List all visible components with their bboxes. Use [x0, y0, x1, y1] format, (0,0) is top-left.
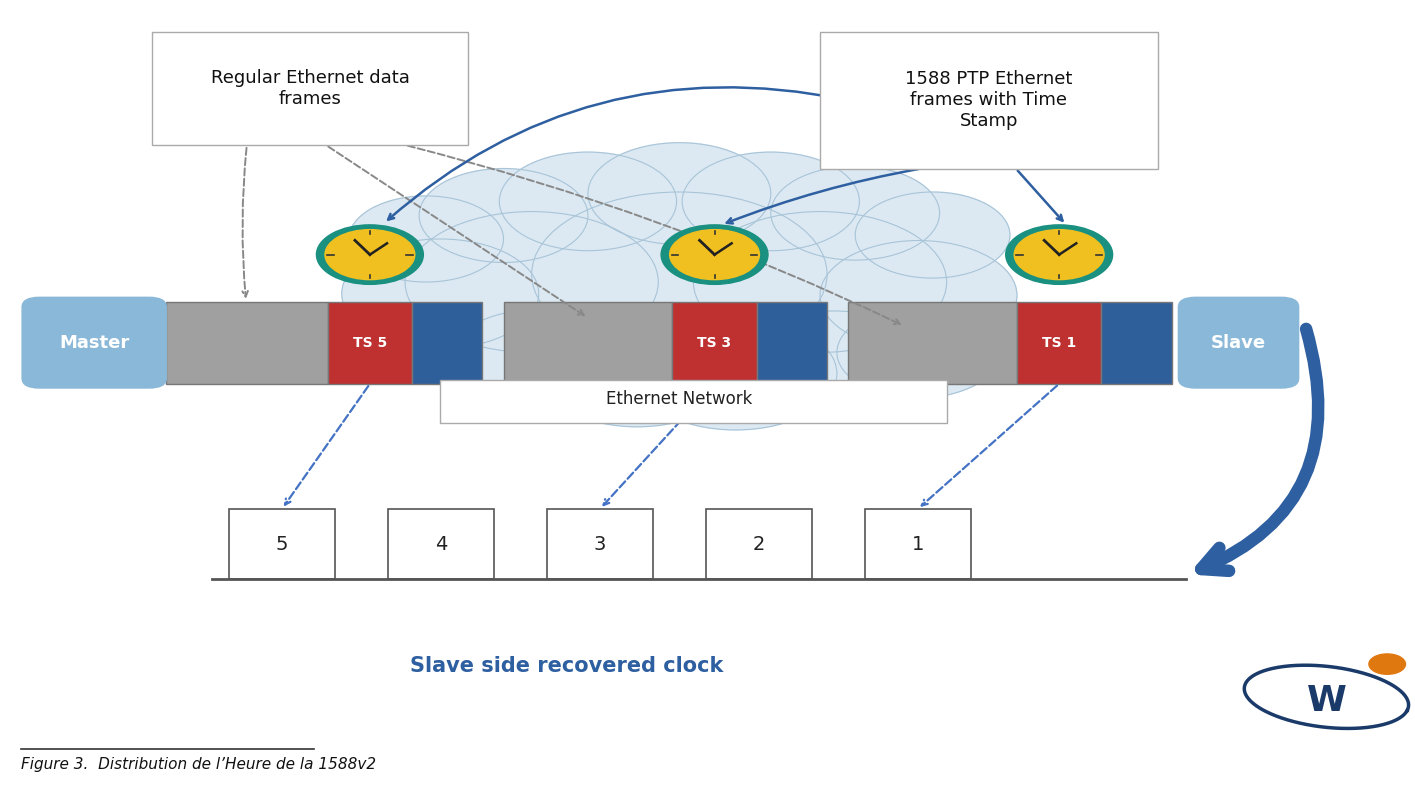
Bar — [757, 301, 826, 384]
Text: 5: 5 — [276, 535, 289, 554]
Bar — [328, 301, 412, 384]
Circle shape — [350, 196, 504, 282]
Text: 4: 4 — [434, 535, 447, 554]
Circle shape — [405, 211, 658, 353]
Bar — [672, 301, 757, 384]
Circle shape — [739, 311, 930, 418]
Circle shape — [532, 192, 826, 357]
Circle shape — [1015, 229, 1104, 279]
Circle shape — [325, 229, 415, 279]
Bar — [504, 301, 672, 384]
Text: TS 5: TS 5 — [352, 335, 388, 350]
Bar — [865, 509, 971, 580]
Circle shape — [1368, 654, 1405, 674]
Circle shape — [342, 239, 539, 349]
Circle shape — [539, 317, 736, 427]
Bar — [412, 301, 483, 384]
Text: Regular Ethernet data
frames: Regular Ethernet data frames — [211, 69, 409, 108]
Circle shape — [855, 192, 1010, 278]
Circle shape — [821, 240, 1017, 350]
Circle shape — [589, 142, 771, 244]
Text: Figure 3.  Distribution de l’Heure de la 1588v2: Figure 3. Distribution de l’Heure de la … — [21, 757, 376, 772]
Text: 2: 2 — [753, 535, 766, 554]
Circle shape — [447, 309, 630, 411]
Text: TS 3: TS 3 — [698, 335, 732, 350]
Circle shape — [661, 225, 768, 284]
Bar — [166, 301, 328, 384]
Bar — [388, 509, 494, 580]
Circle shape — [634, 317, 836, 430]
Bar — [440, 380, 947, 423]
Text: 3: 3 — [594, 535, 606, 554]
Circle shape — [693, 211, 947, 353]
Circle shape — [1006, 225, 1112, 284]
FancyBboxPatch shape — [23, 297, 166, 388]
Text: Slave side recovered clock: Slave side recovered clock — [410, 656, 723, 676]
Circle shape — [836, 307, 1000, 398]
Bar — [548, 509, 652, 580]
FancyBboxPatch shape — [151, 32, 468, 145]
Text: W: W — [1306, 683, 1346, 717]
FancyBboxPatch shape — [1179, 297, 1299, 388]
Text: Slave: Slave — [1211, 334, 1266, 352]
Text: TS 1: TS 1 — [1041, 335, 1077, 350]
Circle shape — [771, 166, 940, 260]
FancyBboxPatch shape — [821, 32, 1157, 168]
Circle shape — [317, 225, 423, 284]
Circle shape — [682, 152, 859, 251]
Text: Master: Master — [59, 334, 129, 352]
Bar — [229, 509, 335, 580]
Text: 1588 PTP Ethernet
frames with Time
Stamp: 1588 PTP Ethernet frames with Time Stamp — [906, 70, 1073, 130]
Text: Ethernet Network: Ethernet Network — [606, 391, 753, 408]
Bar — [1017, 301, 1101, 384]
Circle shape — [419, 168, 589, 263]
Bar — [848, 301, 1017, 384]
Bar — [706, 509, 812, 580]
Bar — [1101, 301, 1172, 384]
Text: 1: 1 — [911, 535, 924, 554]
Circle shape — [669, 229, 760, 279]
Circle shape — [499, 152, 676, 251]
